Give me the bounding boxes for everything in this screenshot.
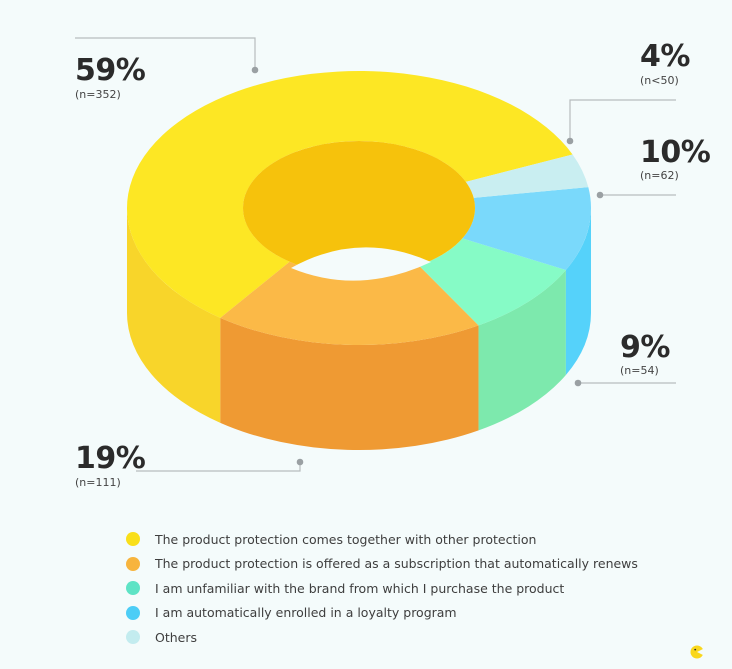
leader-line-4 bbox=[569, 99, 676, 141]
leader-dot-0 bbox=[251, 66, 259, 74]
legend-label: I am automatically enrolled in a loyalty… bbox=[155, 605, 457, 621]
slice-side-3 bbox=[565, 208, 591, 375]
legend-label: Others bbox=[155, 629, 198, 645]
slice-top-2 bbox=[418, 238, 566, 326]
slice-count-label-3: (n=62) bbox=[640, 169, 679, 182]
legend-item: The product protection is offered as a s… bbox=[126, 552, 638, 577]
legend-swatch bbox=[126, 605, 140, 620]
slice-side-0 bbox=[127, 208, 221, 423]
legend: The product protection comes together wi… bbox=[126, 527, 638, 650]
slice-labels: 59%(n=352) 19%(n=111) 9%(n=54) 10%(n=62) 4%(… bbox=[75, 37, 711, 489]
slice-percent-label-1: 19% bbox=[75, 441, 146, 476]
slice-count-label-4: (n<50) bbox=[640, 74, 679, 87]
legend-swatch bbox=[126, 630, 140, 645]
donut-hole bbox=[243, 141, 475, 281]
slice-top-1 bbox=[220, 261, 479, 345]
legend-item: Others bbox=[126, 625, 638, 650]
leader-dot-1 bbox=[296, 458, 304, 466]
donut-side-walls bbox=[127, 208, 591, 451]
legend-swatch bbox=[126, 581, 140, 596]
legend-item: The product protection comes together wi… bbox=[126, 527, 638, 552]
leader-line-0 bbox=[75, 37, 256, 70]
hole-opening bbox=[291, 247, 431, 281]
leader-dot-3 bbox=[596, 191, 604, 199]
brand-logo-icon bbox=[690, 645, 704, 659]
slice-percent-label-0: 59% bbox=[75, 53, 146, 88]
slice-top-4 bbox=[465, 154, 589, 198]
legend-swatch bbox=[126, 556, 140, 571]
slice-side-2 bbox=[478, 269, 566, 431]
slice-count-label-0: (n=352) bbox=[75, 88, 121, 101]
slice-percent-label-3: 10% bbox=[640, 135, 711, 170]
legend-label: The product protection comes together wi… bbox=[155, 531, 537, 547]
leader-dot-2 bbox=[574, 379, 582, 387]
legend-item: I am unfamiliar with the brand from whic… bbox=[126, 576, 638, 601]
slice-percent-label-2: 9% bbox=[620, 330, 670, 365]
legend-swatch bbox=[126, 532, 140, 547]
slice-count-label-2: (n=54) bbox=[620, 364, 659, 377]
leader-line-1 bbox=[136, 462, 301, 472]
leader-dot-4 bbox=[566, 137, 574, 145]
slice-top-0 bbox=[126, 70, 573, 318]
slice-side-1 bbox=[220, 317, 479, 451]
slice-count-label-1: (n=111) bbox=[75, 476, 121, 489]
donut-top-faces bbox=[126, 70, 591, 345]
slice-percent-label-4: 4% bbox=[640, 39, 690, 74]
legend-item: I am automatically enrolled in a loyalty… bbox=[126, 601, 638, 626]
hole-inner-wall bbox=[243, 141, 475, 275]
legend-label: I am unfamiliar with the brand from whic… bbox=[155, 580, 565, 596]
slice-top-3 bbox=[462, 187, 591, 270]
legend-label: The product protection is offered as a s… bbox=[155, 556, 638, 572]
